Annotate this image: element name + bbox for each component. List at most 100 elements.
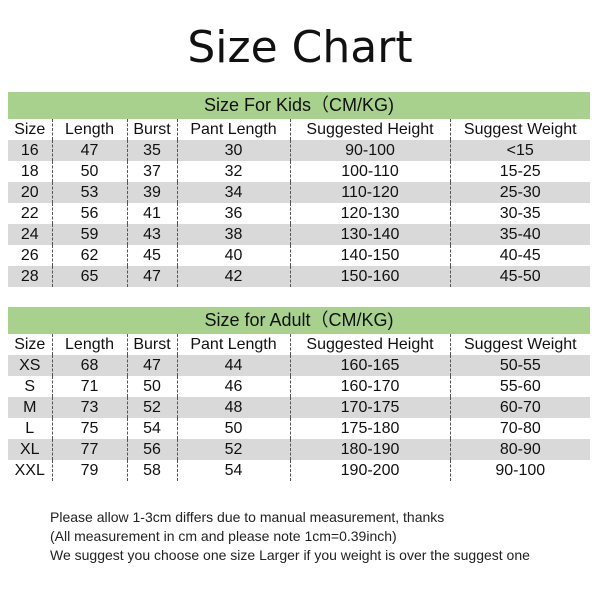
table-cell: 40-45 <box>449 245 590 266</box>
column-header: Suggest Weight <box>449 119 590 140</box>
table-cell: 77 <box>51 439 127 460</box>
table-cell: 50 <box>126 376 177 397</box>
table-row: 16 47 35 30 90-100 <15 <box>8 140 590 161</box>
table-row: M 73 52 48 170-175 60-70 <box>8 397 591 418</box>
table-cell: 45 <box>126 245 177 266</box>
table-cell: 35 <box>126 140 177 161</box>
table-cell: 43 <box>126 224 177 245</box>
table-cell: 37 <box>126 161 177 182</box>
table-cell: 45-50 <box>449 266 590 287</box>
table-heading: Size for Adult（CM/KG) <box>8 307 591 334</box>
table-row: 26 62 45 40 140-150 40-45 <box>8 245 590 266</box>
table-cell: 46 <box>176 376 290 397</box>
table-cell: 22 <box>20 205 39 222</box>
table-cell: 30-35 <box>449 203 590 224</box>
table-cell: 71 <box>51 376 127 397</box>
table-cell: XS <box>8 355 52 376</box>
table-cell: 47 <box>126 266 177 287</box>
table-row: 24 59 43 38 130-140 35-40 <box>8 224 590 245</box>
table-row: XS 68 47 44 160-165 50-55 <box>8 355 591 376</box>
table-cell: 34 <box>176 182 290 203</box>
column-header: Pant Length <box>176 334 290 355</box>
table-cell: 175-180 <box>289 418 450 439</box>
note: (All measurement in cm and please note 1… <box>50 528 397 544</box>
column-header: Length <box>51 119 127 140</box>
table-cell: 90-100 <box>449 460 591 481</box>
table-cell: 16 <box>8 140 52 161</box>
table-cell: 70-80 <box>449 418 591 439</box>
table-cell: 58 <box>126 460 177 481</box>
table-row: 28 65 47 42 150-160 45-50 <box>8 266 590 287</box>
adult-size-table: Size for Adult（CM/KG) Size Length Burst Pant… <box>8 307 591 481</box>
table-cell: 140-150 <box>289 245 450 266</box>
table-cell: 150-160 <box>289 266 450 287</box>
table-cell: 130-140 <box>289 224 450 245</box>
table-cell: 24 <box>8 224 52 245</box>
header-row: Size Length Burst Pant Length Suggested Heig… <box>8 334 591 355</box>
table-cell: 42 <box>176 266 290 287</box>
table-cell: 26 <box>20 247 39 264</box>
column-header: Size <box>14 336 46 353</box>
table-cell: 32 <box>176 161 290 182</box>
table-cell: 48 <box>176 397 290 418</box>
table-cell: 68 <box>51 355 127 376</box>
table-cell: 55-60 <box>449 376 591 397</box>
table-cell: XL <box>8 439 52 460</box>
table-cell: 47 <box>51 140 127 161</box>
table-row: 20 53 39 34 110-120 25-30 <box>8 182 590 203</box>
table-cell: 30 <box>176 140 290 161</box>
table-cell: 73 <box>51 397 127 418</box>
table-row: 22 56 41 36 120-130 30-35 <box>8 203 590 224</box>
table-cell: 40 <box>176 245 290 266</box>
table-cell: 62 <box>51 245 127 266</box>
table-cell: 110-120 <box>289 182 450 203</box>
table-cell: 100-110 <box>289 161 450 182</box>
table-cell: 59 <box>51 224 127 245</box>
column-header: Suggested Height <box>289 334 450 355</box>
table-cell: 90-100 <box>289 140 450 161</box>
table-heading: Size For Kids（CM/KG) <box>8 92 590 119</box>
table-cell: 52 <box>176 439 290 460</box>
table-cell: 20 <box>8 182 52 203</box>
column-header: Burst <box>126 334 177 355</box>
header-row: Size Length Burst Pant Length Suggested Heig… <box>8 119 590 140</box>
kids-size-table: Size For Kids（CM/KG) Size Length Burst Pant … <box>8 92 590 287</box>
table-cell: 75 <box>51 418 127 439</box>
table-cell: 56 <box>51 203 127 224</box>
table-row: L 75 54 50 175-180 70-80 <box>8 418 591 439</box>
table-cell: 44 <box>176 355 290 376</box>
table-cell: 120-130 <box>289 203 450 224</box>
table-cell: 18 <box>20 163 39 180</box>
table-cell: 41 <box>126 203 177 224</box>
table-cell: 54 <box>176 460 290 481</box>
table-row: XL 77 56 52 180-190 80-90 <box>8 439 591 460</box>
note: We suggest you choose one size Larger if… <box>50 547 530 563</box>
table-cell: 56 <box>126 439 177 460</box>
table-cell: 47 <box>126 355 177 376</box>
column-header: Suggest Weight <box>449 334 591 355</box>
table-cell: 50 <box>176 418 290 439</box>
table-cell: <15 <box>449 140 590 161</box>
table-cell: 170-175 <box>289 397 450 418</box>
column-header: Pant Length <box>176 119 290 140</box>
table-cell: 38 <box>176 224 290 245</box>
table-cell: 15-25 <box>449 161 590 182</box>
table-row: S 71 50 46 160-170 55-60 <box>8 376 591 397</box>
column-header: Burst <box>126 119 177 140</box>
table-cell: 39 <box>126 182 177 203</box>
table-cell: 50 <box>51 161 127 182</box>
table-cell: 53 <box>51 182 127 203</box>
table-cell: 36 <box>176 203 290 224</box>
table-cell: 50-55 <box>449 355 591 376</box>
page-title: Size Chart <box>187 22 413 73</box>
notes: Please allow 1-3cm differs due to manual… <box>50 508 530 565</box>
table-cell: 54 <box>126 418 177 439</box>
table-cell: 28 <box>8 266 52 287</box>
table-row: XXL 79 58 54 190-200 90-100 <box>8 460 591 481</box>
note: Please allow 1-3cm differs due to manual… <box>50 509 445 525</box>
table-cell: M <box>8 397 52 418</box>
table-cell: 80-90 <box>449 439 591 460</box>
table-cell: 190-200 <box>289 460 450 481</box>
column-header: Suggested Height <box>289 119 450 140</box>
table-cell: 160-170 <box>289 376 450 397</box>
